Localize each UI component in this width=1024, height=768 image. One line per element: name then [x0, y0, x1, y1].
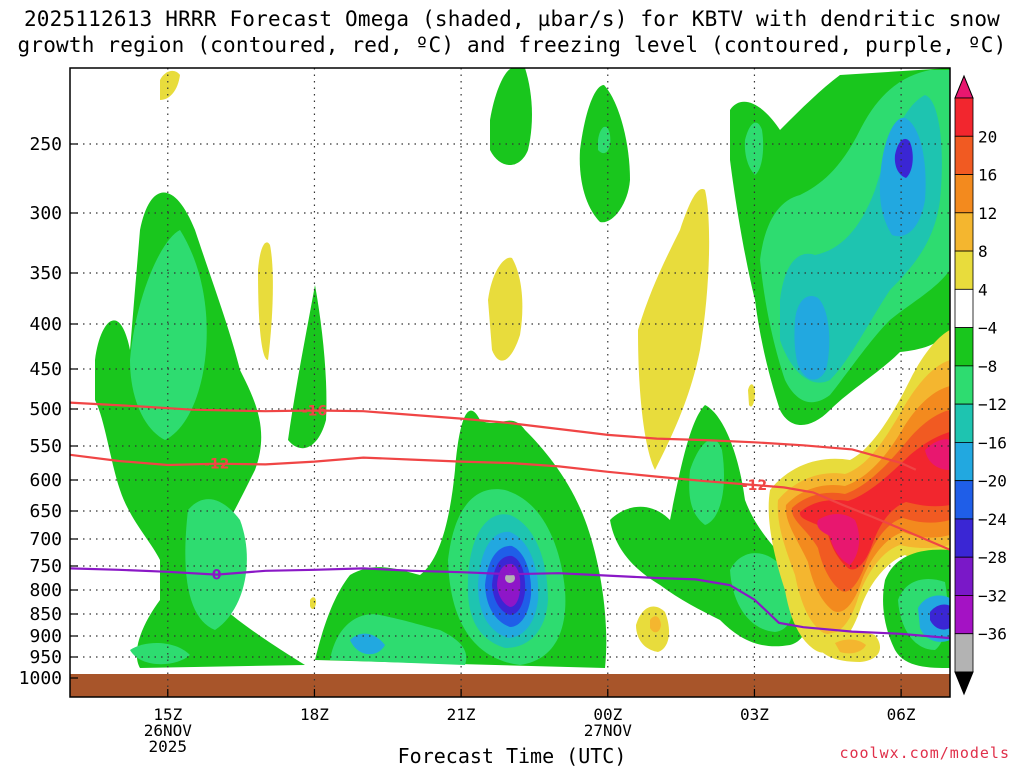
- contour-line: [70, 567, 950, 640]
- omega-area-teal-6: [730, 553, 794, 632]
- contour-line: [70, 453, 950, 551]
- chart-title: 2025112613 HRRR Forecast Omega (shaded, …: [0, 6, 1024, 58]
- y-tick-label: 450: [29, 359, 62, 380]
- colorbar-segment: [954, 441, 974, 482]
- grid: [70, 68, 950, 697]
- colorbar-label: −36: [978, 625, 1007, 644]
- omega-area-yellow-9: [310, 597, 316, 609]
- colorbar-top-arrow: [954, 74, 974, 99]
- omega-area-green-7: [579, 85, 630, 223]
- y-tick-label: 700: [29, 529, 62, 550]
- x-tick-label: 26NOV: [144, 721, 193, 740]
- y-tick-label: 1000: [19, 668, 62, 689]
- omega-area-gold-3: [650, 616, 661, 633]
- colorbar-label: 16: [978, 166, 997, 185]
- colorbar-label: −20: [978, 472, 1007, 491]
- colorbar-label: −12: [978, 395, 1007, 414]
- isotherm-contours: -16 -12 -12 0: [70, 401, 950, 640]
- contour-label: -16: [302, 403, 327, 419]
- omega-area-yellow-2: [160, 70, 180, 100]
- omega-area-yellow-1: [488, 257, 523, 361]
- colorbar-segment: [954, 327, 974, 367]
- colorbar-segment: [954, 633, 974, 673]
- colorbar-label: 8: [978, 242, 988, 261]
- colorbar: 20 16 12 8 4 −4 −8 −12 −16 −20 −24 −28 −32 −36: [954, 74, 1007, 696]
- omega-area-blue-3: [894, 138, 913, 178]
- omega-area-yellow-4: [638, 189, 710, 470]
- colorbar-label: −4: [978, 319, 997, 338]
- colorbar-label: −28: [978, 548, 1007, 567]
- y-tick-label: 750: [29, 556, 62, 577]
- colorbar-segment: [954, 212, 974, 252]
- y-tick-label: 900: [29, 626, 62, 647]
- omega-shading: [95, 68, 950, 668]
- y-tick-label: 800: [29, 580, 62, 601]
- y-tick-label: 350: [29, 263, 62, 284]
- omega-area-gold-2: [835, 639, 866, 654]
- omega-core-center: [505, 573, 515, 583]
- colorbar-segment: [954, 250, 974, 290]
- omega-area-magenta-2: [925, 439, 950, 470]
- y-tick-label: 550: [29, 436, 62, 457]
- y-tick-label: 250: [29, 134, 62, 155]
- title-line-2: growth region (contoured, red, ºC) and f…: [17, 33, 1007, 57]
- omega-area-green-2: [185, 499, 247, 630]
- colorbar-segment: [954, 97, 974, 137]
- colorbar-segment: [954, 365, 974, 405]
- colorbar-segment: [954, 174, 974, 214]
- omega-area-green-3: [130, 643, 190, 665]
- x-tick-label: 03Z: [740, 705, 769, 724]
- colorbar-label: −8: [978, 357, 997, 376]
- y-tick-label: 300: [29, 203, 62, 224]
- omega-area-green-4: [288, 285, 327, 449]
- omega-area-lightblue-3: [879, 117, 926, 237]
- contour-label: 0: [212, 568, 222, 584]
- x-axis-title: Forecast Time (UTC): [397, 744, 627, 768]
- y-tick-label: 850: [29, 604, 62, 625]
- y-tick-label: 950: [29, 647, 62, 668]
- x-tick-label: 2025: [149, 737, 188, 756]
- colorbar-label: −32: [978, 586, 1007, 605]
- credit-text: coolwx.com/models: [839, 744, 1010, 762]
- omega-area-teal-8: [744, 122, 764, 175]
- colorbar-segment: [954, 403, 974, 443]
- omega-area-blue-1: [350, 633, 385, 655]
- y-tick-label: 500: [29, 399, 62, 420]
- y-tick-label: 400: [29, 314, 62, 335]
- omega-area-lightblue-2: [794, 296, 830, 380]
- omega-area-yellow-8: [748, 384, 755, 407]
- y-axis: 2503003504004505005506006507007508008509…: [19, 134, 78, 689]
- omega-area-indigo-2: [930, 604, 950, 630]
- x-tick-label: 00Z: [593, 705, 622, 724]
- contour-label: -12: [742, 478, 767, 494]
- contour-label: -12: [204, 457, 229, 473]
- colorbar-bottom-arrow: [954, 671, 974, 696]
- x-tick-label: 15Z: [153, 705, 182, 724]
- colorbar-segment: [954, 518, 974, 558]
- contour-line: [70, 401, 917, 471]
- omega-area-green-6: [490, 68, 532, 165]
- colorbar-segment: [954, 556, 974, 596]
- colorbar-label: 12: [978, 204, 997, 223]
- omega-area-yellow-3: [258, 242, 273, 360]
- colorbar-segment: [954, 480, 974, 520]
- x-tick-label: 18Z: [300, 705, 329, 724]
- colorbar-segment: [954, 595, 974, 635]
- y-tick-label: 650: [29, 501, 62, 522]
- colorbar-label: −16: [978, 433, 1007, 452]
- colorbar-segment: [954, 288, 974, 329]
- title-line-1: 2025112613 HRRR Forecast Omega (shaded, …: [23, 7, 1001, 31]
- colorbar-segment: [954, 135, 974, 175]
- x-tick-label: 06Z: [887, 705, 916, 724]
- terrain-ground: [70, 674, 950, 697]
- colorbar-label: 4: [978, 280, 988, 299]
- plot-frame: [69, 67, 951, 698]
- x-tick-label: 21Z: [447, 705, 476, 724]
- colorbar-label: 20: [978, 127, 997, 146]
- y-tick-label: 600: [29, 470, 62, 491]
- colorbar-label: −24: [978, 510, 1007, 529]
- x-tick-label: 27NOV: [584, 721, 633, 740]
